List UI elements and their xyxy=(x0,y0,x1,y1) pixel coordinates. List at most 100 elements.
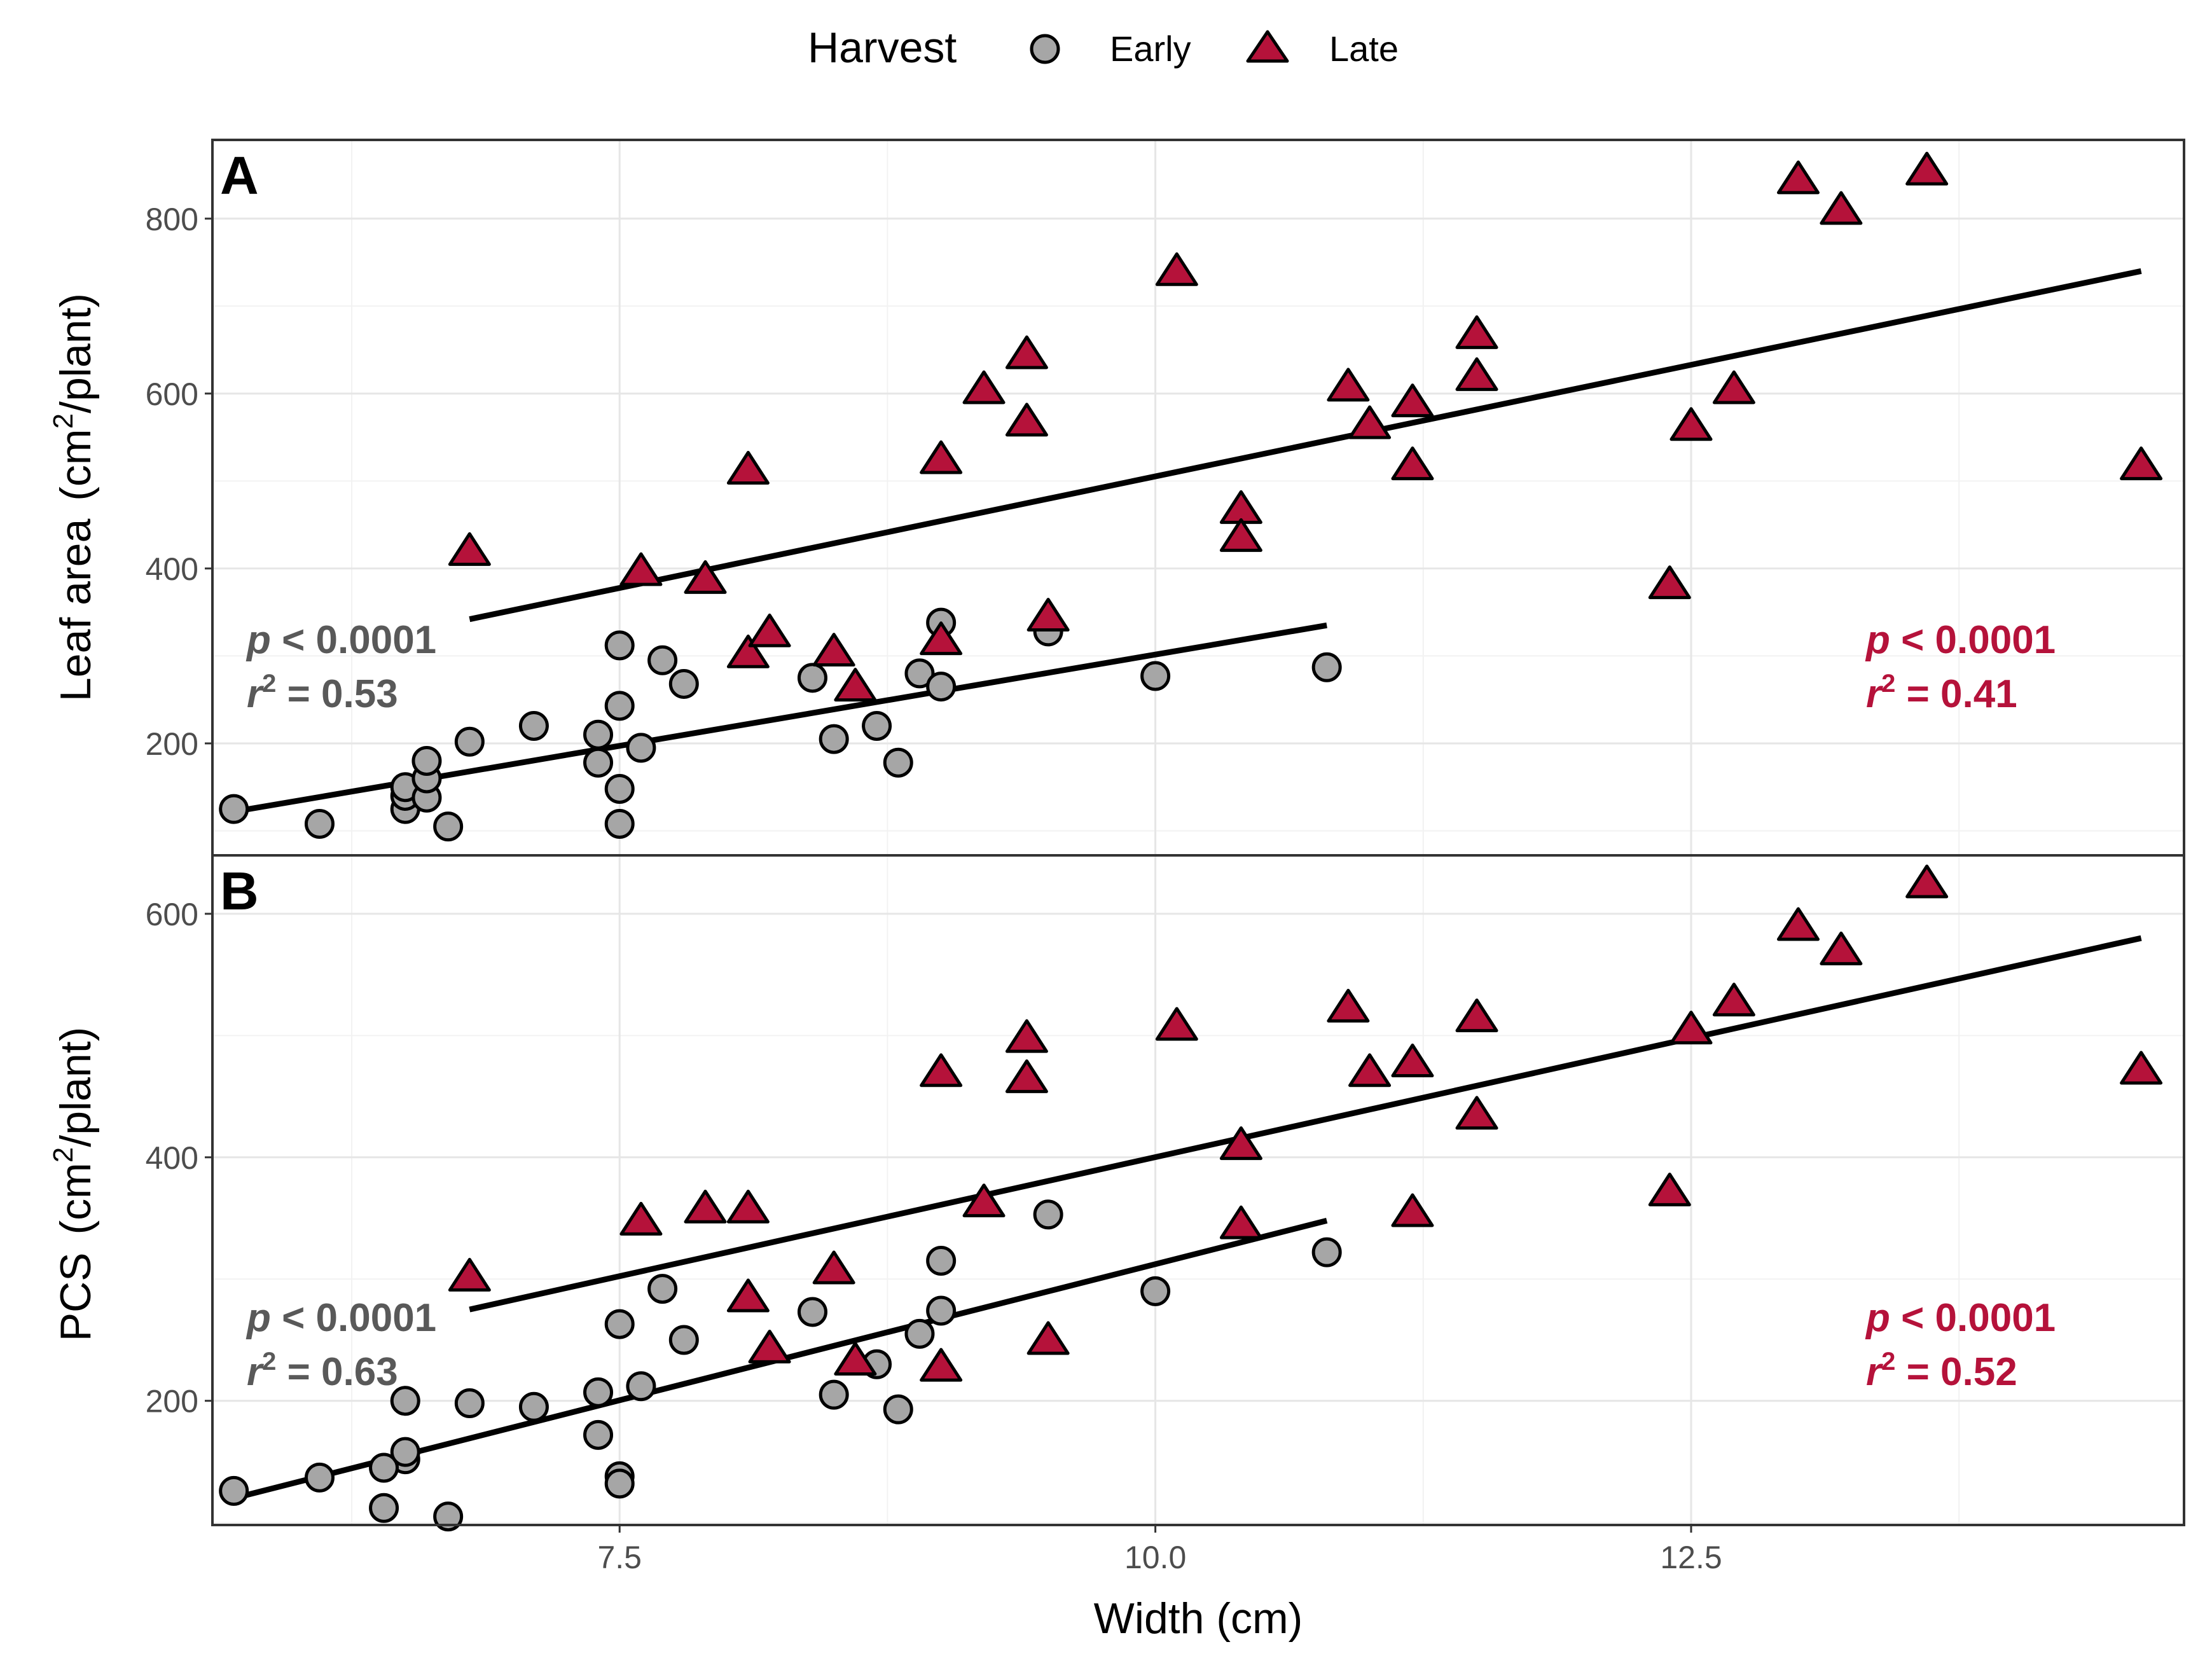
legend-early-marker xyxy=(1030,34,1060,64)
panel-b-ytick-label: 400 xyxy=(146,1140,198,1176)
panel-b-point-late xyxy=(2120,1051,2163,1085)
panel-a-point-early xyxy=(304,808,335,839)
panel-b-label: B xyxy=(220,861,259,921)
panel-b-ylabel-main: PCS xyxy=(52,1252,100,1341)
panel-a-ytick-label: 200 xyxy=(146,726,198,762)
panel-b-point-early xyxy=(904,1318,935,1349)
panel-a-point-late xyxy=(962,370,1006,404)
panel-a-point-early xyxy=(583,747,614,778)
panel-b-point-late xyxy=(1005,1019,1048,1053)
panel-a-point-late xyxy=(920,621,963,656)
panel-b-ytick-label: 200 xyxy=(146,1384,198,1419)
legend: Harvest Early Late xyxy=(808,24,1399,72)
panel-b-ylabel: PCS (cm2/plant) xyxy=(48,1027,100,1342)
panel-b-point-late xyxy=(726,1189,770,1224)
panel-b-point-early xyxy=(797,1297,827,1327)
panel-a-early-r-symbol: r xyxy=(247,672,264,716)
panel-b-point-late xyxy=(726,1278,770,1313)
panel-b-point-late xyxy=(448,1257,491,1292)
panel-b-early-stats-r2: r2 = 0.63 xyxy=(247,1348,398,1394)
panel-b-point-late xyxy=(1155,1007,1198,1041)
panel-b-background xyxy=(212,855,2184,1525)
panel-a-point-late xyxy=(448,532,491,566)
panel-b-late-stats-r2: r2 = 0.52 xyxy=(1866,1348,2017,1394)
panel-a-late-p-value: < 0.0001 xyxy=(1890,618,2056,662)
panel-b-point-early xyxy=(518,1391,549,1422)
panel-b-point-early xyxy=(583,1377,614,1407)
panel-b-y-ticks: 200 400 600 xyxy=(146,897,212,1419)
panel-b-early-stats-p: p < 0.0001 xyxy=(245,1296,436,1340)
x-axis: 7.5 10.0 12.5 xyxy=(597,1525,1722,1575)
panel-b-ytick-label: 600 xyxy=(146,897,198,932)
panel-b-point-late xyxy=(1219,1126,1262,1161)
panel-b: B 200 400 600 PCS(cm2/plant) p < 0.0001 r2… xyxy=(48,854,2185,1532)
panel-b-point-early xyxy=(1311,1237,1342,1267)
panel-a-point-early xyxy=(433,811,464,842)
panel-a-ylabel-unit: (cm xyxy=(52,429,100,500)
panel-b-point-early xyxy=(433,1501,464,1532)
panel-b-point-early xyxy=(219,1475,249,1506)
panel-a-point-late xyxy=(1005,403,1048,437)
panel-b-grid xyxy=(212,855,2184,1525)
panel-a-point-late xyxy=(920,440,963,474)
panel-b-early-r-value: = 0.63 xyxy=(276,1350,397,1394)
panel-a-background xyxy=(212,140,2184,855)
panel-b-point-late xyxy=(1348,1053,1392,1087)
panel-a-point-early xyxy=(819,724,849,754)
legend-late-marker xyxy=(1246,30,1289,63)
panel-b-point-late xyxy=(920,1348,963,1382)
x-tick-label: 10.0 xyxy=(1124,1540,1186,1575)
panel-b-point-late xyxy=(1455,1096,1498,1130)
panel-a-y-ticks: 200 400 600 800 xyxy=(146,202,212,762)
panel-a-late-r-sup: 2 xyxy=(1881,670,1895,698)
panel-a-point-early xyxy=(926,672,957,702)
panel-a-late-stats-r2: r2 = 0.41 xyxy=(1866,670,2017,716)
panel-a-point-early xyxy=(797,663,827,693)
panel-b-early-r-sup: 2 xyxy=(262,1348,276,1376)
panel-b-late-r-value: = 0.52 xyxy=(1895,1350,2017,1394)
panel-b-points xyxy=(219,864,2163,1532)
panel-a-point-early xyxy=(454,726,485,757)
panel-a-point-late xyxy=(1391,383,1434,418)
panel-b-ylabel-rest: /plant) xyxy=(52,1027,100,1147)
x-tick-label: 7.5 xyxy=(597,1540,642,1575)
panel-a-label: A xyxy=(220,146,259,205)
panel-b-fit-line-late xyxy=(469,935,2142,1313)
panel-a-early-stats-r2: r2 = 0.53 xyxy=(247,670,398,716)
panel-a-point-late xyxy=(1027,598,1070,632)
panel-a-point-late xyxy=(726,634,770,668)
panel-b-point-late xyxy=(1712,983,1755,1017)
panel-b-point-early xyxy=(626,1371,656,1402)
panel-a-point-late xyxy=(1155,252,1198,286)
panel-a-point-late xyxy=(1327,368,1370,402)
panel-a-point-early xyxy=(604,808,635,839)
panel-a-point-late xyxy=(1455,357,1498,391)
panel-b-early-r-symbol: r xyxy=(247,1350,264,1394)
panel-b-late-stats-p: p < 0.0001 xyxy=(1865,1296,2056,1340)
panel-a-ylabel-sup: 2 xyxy=(48,413,79,429)
panel-b-point-late xyxy=(920,1053,963,1087)
panel-a-point-early xyxy=(647,645,678,675)
panel-a-ytick-label: 600 xyxy=(146,376,198,412)
legend-late-label: Late xyxy=(1329,29,1399,69)
panel-a-point-early xyxy=(1311,652,1342,682)
panel-a-fit-line-late xyxy=(469,268,2142,623)
panel-a-early-stats-p: p < 0.0001 xyxy=(245,618,436,662)
panel-b-point-late xyxy=(962,1183,1006,1218)
panel-a-points xyxy=(219,151,2163,842)
panel-a-point-late xyxy=(726,450,770,485)
panel-a-late-r-value: = 0.41 xyxy=(1895,672,2017,716)
panel-a-early-r-sup: 2 xyxy=(262,670,276,698)
panel-a-point-early xyxy=(604,630,635,661)
panel-b-point-late xyxy=(1776,907,1820,941)
panel-b-point-late xyxy=(1905,864,1949,899)
panel-a-point-late xyxy=(1776,160,1820,195)
panel-a-point-early xyxy=(604,691,635,721)
panel-b-late-p-symbol: p xyxy=(1865,1296,1890,1340)
panel-a-point-early xyxy=(219,794,249,824)
panel-b-point-early xyxy=(926,1246,957,1276)
panel-a-point-late xyxy=(834,668,877,702)
panel-a-point-late xyxy=(1348,405,1392,439)
panel-b-late-p-value: < 0.0001 xyxy=(1890,1296,2056,1340)
